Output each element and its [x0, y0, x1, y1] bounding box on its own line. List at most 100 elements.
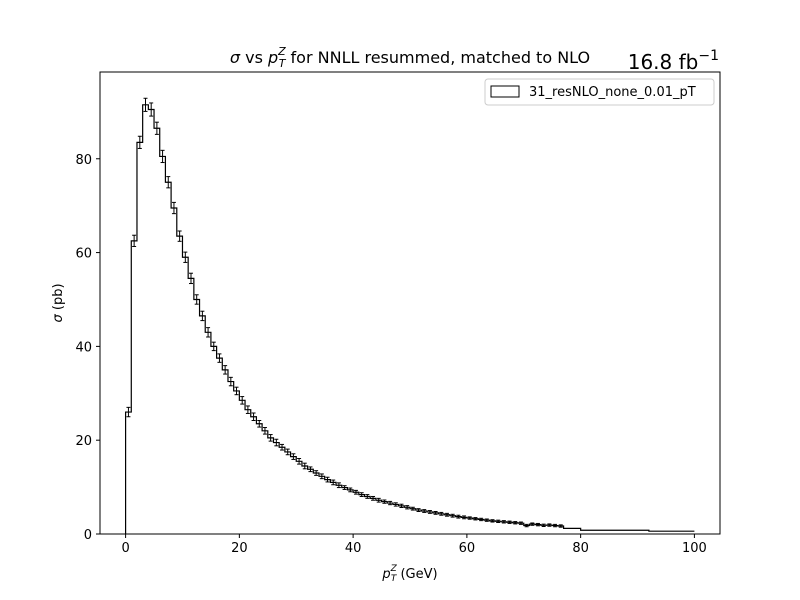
- error-bar: [553, 523, 558, 528]
- error-bar: [371, 495, 376, 501]
- error-bar: [342, 485, 347, 490]
- error-bar: [143, 97, 148, 112]
- legend-swatch: [490, 85, 520, 98]
- error-bar: [473, 517, 478, 521]
- error-bar: [467, 516, 472, 520]
- legend: 31_resNLO_none_0.01_pT: [484, 78, 715, 106]
- error-bar: [388, 500, 393, 506]
- axes-frame: [99, 71, 721, 535]
- error-bar: [251, 412, 256, 421]
- error-bar: [149, 102, 154, 117]
- error-bar: [183, 251, 188, 263]
- error-bar: [211, 341, 216, 352]
- error-bar: [154, 121, 159, 135]
- error-bar: [262, 427, 267, 435]
- x-tick-label: 20: [231, 541, 248, 556]
- title-p: p: [267, 48, 278, 67]
- error-bar: [410, 506, 415, 511]
- ylabel-sigma: σ: [51, 314, 66, 323]
- error-bar: [524, 523, 529, 528]
- x-axis: 0 20 40 60 80 100: [121, 534, 707, 556]
- x-tick-label: 0: [121, 541, 129, 556]
- error-bar: [268, 434, 273, 442]
- error-bar: [177, 230, 182, 242]
- error-bar: [353, 489, 358, 495]
- xlabel-sub: T: [391, 574, 398, 584]
- title-sup: Z: [277, 45, 286, 58]
- error-bar: [422, 509, 427, 513]
- x-tick-label: 60: [459, 541, 476, 556]
- ylabel-rest: (pb): [51, 283, 66, 314]
- lumi-main: 16.8 fb: [628, 50, 699, 74]
- error-bar: [405, 505, 410, 510]
- error-bar: [302, 462, 307, 470]
- error-bar: [194, 294, 199, 305]
- error-bar: [137, 135, 142, 149]
- error-bar: [206, 327, 211, 338]
- error-bar: [484, 518, 489, 522]
- error-bar: [166, 176, 171, 189]
- title-sigma: σ: [230, 48, 241, 67]
- error-bar: [280, 443, 285, 451]
- error-bar: [535, 522, 540, 527]
- title-vs: vs: [240, 48, 268, 67]
- error-bar: [530, 522, 535, 526]
- error-bar: [308, 466, 313, 473]
- error-bar: [234, 386, 239, 396]
- x-tick-label: 100: [682, 541, 707, 556]
- error-bar: [291, 453, 296, 460]
- error-bar: [444, 512, 449, 517]
- lumi-sup: −1: [698, 48, 719, 64]
- y-tick-label: 20: [75, 434, 92, 449]
- error-bar: [399, 503, 404, 508]
- error-bar: [393, 502, 398, 507]
- error-bar: [336, 482, 341, 489]
- error-bar: [331, 479, 336, 486]
- error-bar: [427, 510, 432, 514]
- error-bar: [217, 353, 222, 363]
- error-bar: [189, 272, 194, 285]
- error-bar: [314, 470, 319, 476]
- error-bar: [416, 508, 421, 512]
- y-axis-label: σ (pb): [51, 283, 66, 322]
- error-bar: [507, 520, 512, 524]
- y-axis: 0 20 40 60 80: [75, 153, 100, 543]
- error-bar: [171, 201, 176, 215]
- error-bar: [382, 499, 387, 504]
- error-bar: [462, 515, 467, 520]
- error-bar: [325, 476, 330, 483]
- error-bar: [541, 523, 546, 527]
- error-bar: [359, 492, 364, 497]
- error-bar: [132, 234, 137, 247]
- error-bar: [518, 521, 523, 525]
- error-bar: [126, 406, 131, 418]
- y-tick-label: 0: [84, 528, 92, 543]
- xlabel-p: p: [381, 567, 390, 582]
- error-bar: [456, 514, 461, 519]
- error-bar: [501, 520, 506, 524]
- error-bar: [439, 511, 444, 516]
- error-bar: [245, 405, 250, 414]
- error-bar: [240, 396, 245, 405]
- error-bar: [228, 376, 233, 387]
- plot-area: [124, 97, 695, 534]
- title-sub: T: [279, 57, 287, 70]
- error-bar: [297, 457, 302, 465]
- error-bar: [200, 310, 205, 322]
- histogram-step-line: [124, 104, 695, 534]
- y-tick-label: 60: [75, 247, 92, 262]
- title-rest: for NNLL resummed, matched to NLO: [285, 48, 590, 67]
- x-tick-label: 80: [572, 541, 589, 556]
- error-bar: [479, 517, 484, 522]
- error-bar: [223, 365, 228, 375]
- y-tick-label: 40: [75, 340, 92, 355]
- error-bar: [513, 521, 518, 525]
- legend-label: 31_resNLO_none_0.01_pT: [529, 85, 696, 100]
- error-bar: [496, 519, 501, 524]
- error-bar: [319, 473, 324, 480]
- x-tick-label: 40: [345, 541, 362, 556]
- y-tick-label: 80: [75, 153, 92, 168]
- error-bar: [558, 524, 563, 528]
- xlabel-rest: (GeV): [396, 567, 437, 582]
